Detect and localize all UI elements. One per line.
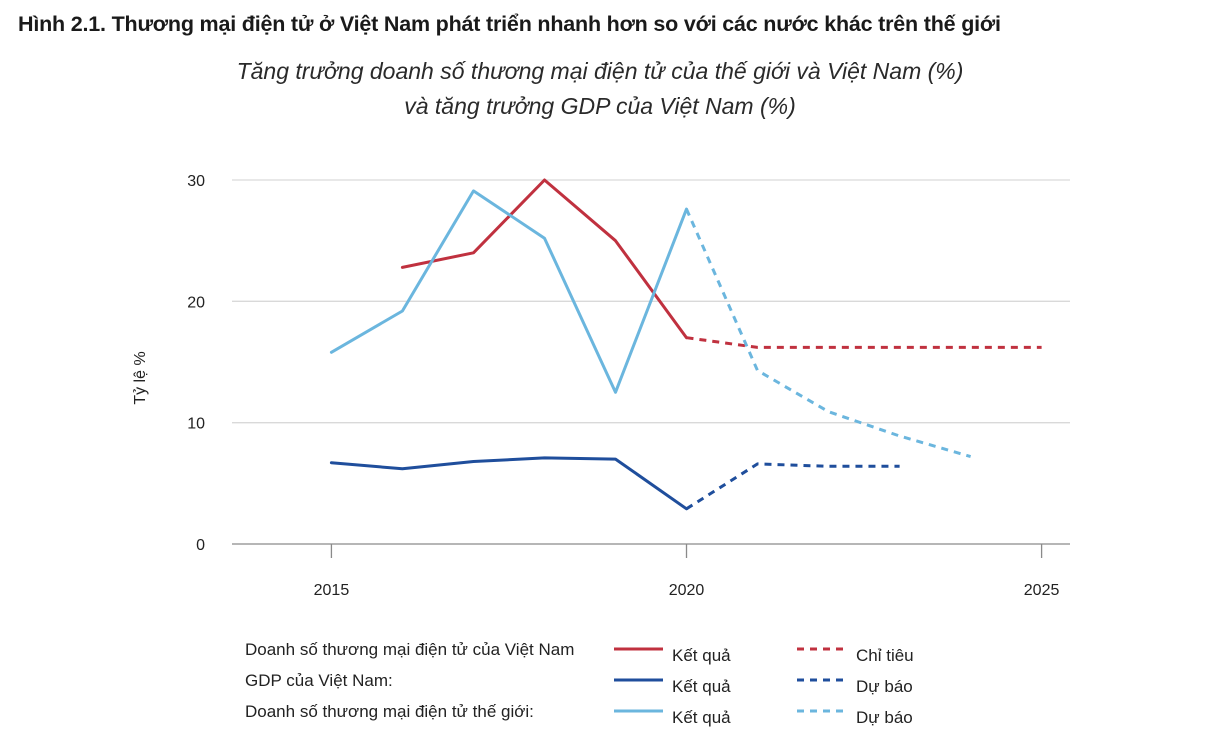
legend-dashed-label: Chỉ tiêu — [856, 646, 914, 665]
legend-solid-label: Kết quả — [672, 677, 731, 696]
series-line-4 — [329, 189, 688, 394]
x-tick-label: 2015 — [314, 582, 350, 599]
series-line-1 — [686, 336, 1042, 349]
legend-solid-label: Kết quả — [672, 708, 731, 727]
chart-title: Tăng trưởng doanh số thương mại điện tử … — [236, 58, 964, 84]
series-line-5 — [685, 208, 972, 459]
legend-dashed-label: Dự báo — [856, 708, 913, 727]
tick-labels: 0 10 20 30 2015 2020 2025 — [187, 173, 1059, 599]
legend-dashed-label: Dự báo — [856, 677, 913, 696]
figure-title: Hình 2.1. Thương mại điện tử ở Việt Nam … — [18, 12, 1001, 36]
series-line-2 — [329, 456, 688, 511]
y-tick-label: 30 — [187, 173, 205, 190]
legend-row-label: GDP của Việt Nam: — [245, 671, 393, 690]
y-tick-label: 0 — [196, 537, 205, 554]
axes — [232, 543, 1070, 558]
legend-solid-label: Kết quả — [672, 646, 731, 665]
legend-row-label: Doanh số thương mại điện tử của Việt Nam — [245, 640, 574, 659]
y-tick-label: 20 — [187, 294, 205, 311]
y-axis-label: Tỷ lệ % — [132, 351, 149, 404]
x-tick-label: 2025 — [1024, 582, 1060, 599]
y-tick-label: 10 — [187, 416, 205, 433]
series-line-3 — [685, 462, 900, 511]
series-line-0 — [400, 178, 688, 340]
series-lines — [329, 178, 1042, 511]
legend: Doanh số thương mại điện tử của Việt Nam… — [245, 640, 914, 727]
chart-subtitle: và tăng trưởng GDP của Việt Nam (%) — [404, 93, 796, 119]
x-tick-label: 2020 — [669, 582, 705, 599]
legend-row-label: Doanh số thương mại điện tử thế giới: — [245, 702, 534, 721]
